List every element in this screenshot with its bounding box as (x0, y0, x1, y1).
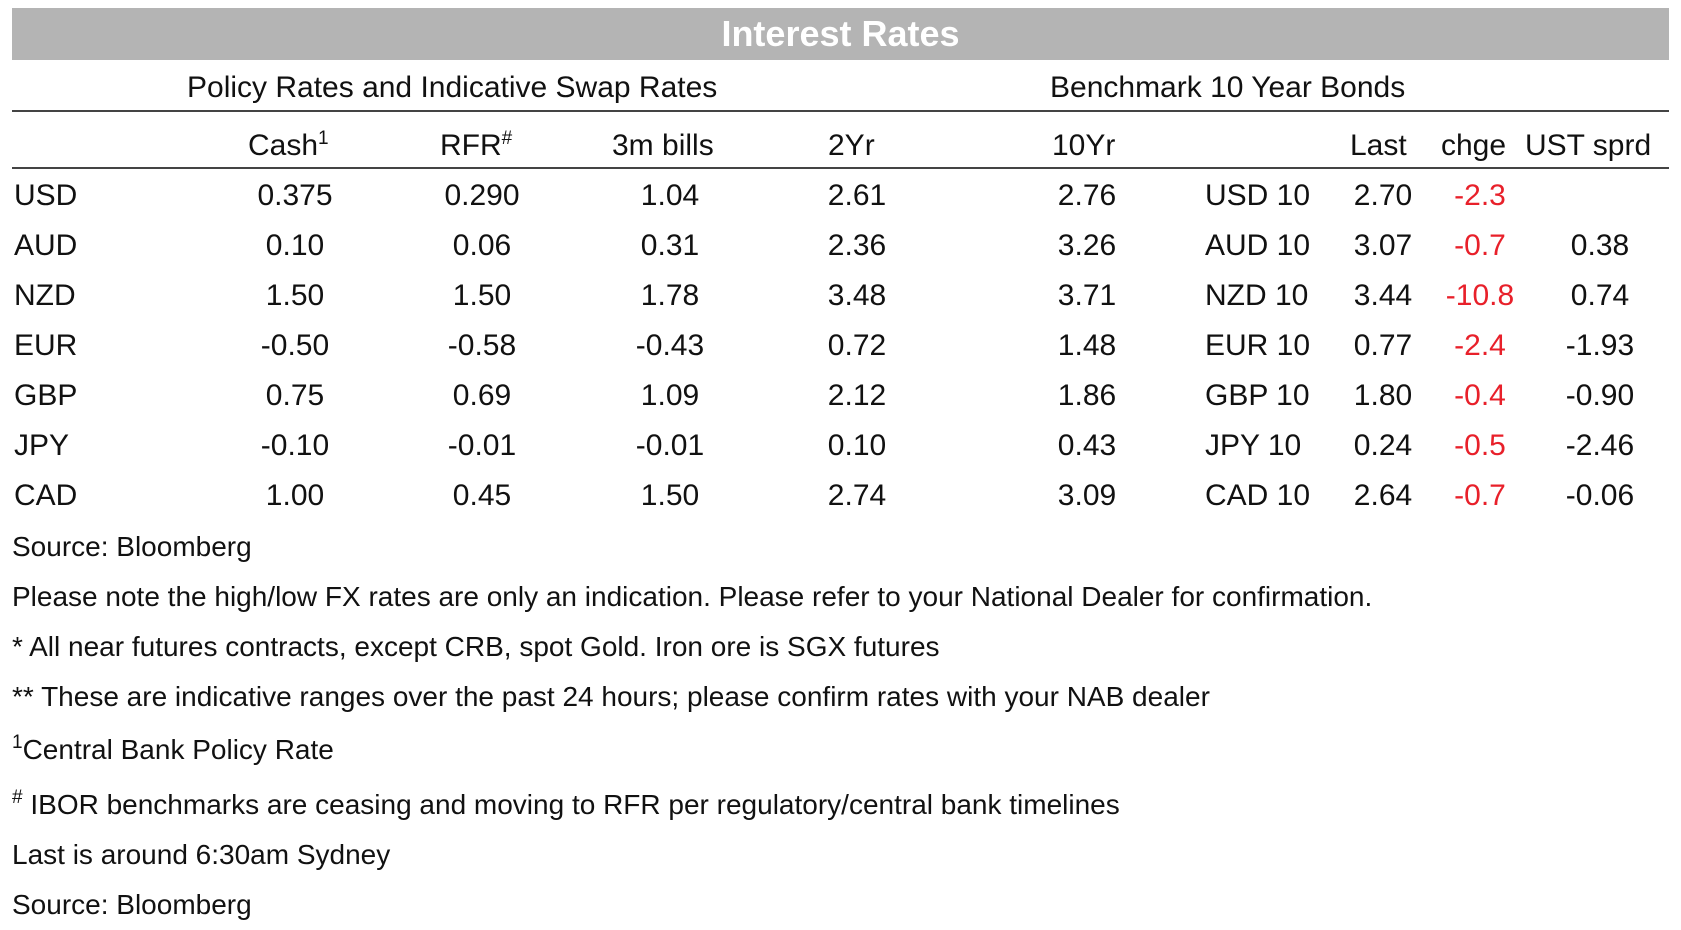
header-2yr: 2Yr (828, 129, 875, 162)
rfr-cell: 0.45 (452, 479, 512, 512)
bond-name-cell: NZD 10 (1205, 279, 1309, 312)
bond-name-cell: USD 10 (1205, 179, 1311, 212)
bond-last-cell: 1.80 (1353, 379, 1413, 412)
note-last-time: Last is around 6:30am Sydney (12, 839, 391, 870)
bond-last-cell: 3.07 (1353, 229, 1413, 262)
note-ranges: ** These are indicative ranges over the … (12, 681, 1210, 712)
header-divider (12, 167, 1669, 169)
note-ibor-text: IBOR benchmarks are ceasing and moving t… (22, 789, 1120, 820)
cash-cell: 0.10 (265, 229, 325, 262)
rfr-cell: 0.06 (452, 229, 512, 262)
ten-year-cell: 1.86 (1057, 379, 1117, 412)
bond-change-cell: -0.5 (1454, 429, 1506, 462)
note-source-2: Source: Bloomberg (12, 889, 252, 920)
ust-spread-cell: 0.38 (1570, 229, 1630, 262)
bond-change-cell: -0.7 (1454, 229, 1506, 262)
rfr-cell: 0.69 (452, 379, 512, 412)
bond-change-cell: -0.7 (1454, 479, 1506, 512)
bond-name-cell: GBP 10 (1205, 379, 1310, 412)
note-futures: * All near futures contracts, except CRB… (12, 631, 940, 662)
currency-cell: NZD (14, 279, 76, 312)
bond-last-cell: 2.70 (1353, 179, 1413, 212)
note-ibor-marker: # (12, 787, 23, 808)
ust-spread-cell: -0.90 (1565, 379, 1635, 412)
rfr-cell: -0.58 (447, 329, 517, 362)
two-year-cell: 2.12 (827, 379, 887, 412)
header-cash-footnote: 1 (318, 128, 329, 149)
ust-spread-cell: 0.74 (1570, 279, 1630, 312)
bills-cell: 1.04 (640, 179, 700, 212)
ten-year-cell: 3.26 (1057, 229, 1117, 262)
bond-name-cell: AUD 10 (1205, 229, 1311, 262)
bond-name-cell: JPY 10 (1205, 429, 1302, 462)
bills-cell: -0.43 (635, 329, 705, 362)
note-fx-indication: Please note the high/low FX rates are on… (12, 581, 1373, 612)
header-rfr-label: RFR (440, 129, 502, 162)
header-ust-sprd: UST sprd (1525, 129, 1652, 162)
bond-name-cell: EUR 10 (1205, 329, 1311, 362)
cash-cell: 1.00 (265, 479, 325, 512)
ten-year-cell: 3.71 (1057, 279, 1117, 312)
bond-change-cell: -10.8 (1445, 279, 1515, 312)
cash-cell: 1.50 (265, 279, 325, 312)
header-rfr: RFR# (440, 129, 512, 163)
bills-cell: -0.01 (635, 429, 705, 462)
currency-cell: JPY (14, 429, 70, 462)
ten-year-cell: 3.09 (1057, 479, 1117, 512)
two-year-cell: 0.10 (827, 429, 887, 462)
section-divider (12, 110, 1669, 112)
currency-cell: AUD (14, 229, 78, 262)
section-policy-rates: Policy Rates and Indicative Swap Rates (187, 71, 718, 104)
ust-spread-cell: -2.46 (1565, 429, 1635, 462)
page-title: Interest Rates (721, 13, 960, 54)
note-central-bank: 1Central Bank Policy Rate (12, 733, 334, 767)
bond-name-cell: CAD 10 (1205, 479, 1311, 512)
title-bar: Interest Rates (12, 8, 1669, 60)
bond-change-cell: -0.4 (1454, 379, 1506, 412)
bills-cell: 1.09 (640, 379, 700, 412)
currency-cell: EUR (14, 329, 78, 362)
two-year-cell: 3.48 (827, 279, 887, 312)
bills-cell: 0.31 (640, 229, 700, 262)
header-cash-label: Cash (248, 129, 319, 162)
cash-cell: -0.10 (260, 429, 330, 462)
bond-change-cell: -2.4 (1454, 329, 1506, 362)
note-central-bank-text: Central Bank Policy Rate (22, 734, 334, 765)
currency-cell: USD (14, 179, 78, 212)
cash-cell: 0.375 (257, 179, 333, 212)
ten-year-cell: 1.48 (1057, 329, 1117, 362)
rfr-cell: 0.290 (444, 179, 520, 212)
two-year-cell: 0.72 (827, 329, 887, 362)
ust-spread-cell: -0.06 (1565, 479, 1635, 512)
header-10yr: 10Yr (1052, 129, 1116, 162)
header-last: Last (1350, 129, 1407, 162)
note-central-bank-marker: 1 (12, 732, 23, 753)
header-cash: Cash1 (248, 129, 329, 163)
ust-spread-cell: -1.93 (1565, 329, 1635, 362)
header-3m-bills: 3m bills (612, 129, 714, 162)
bond-last-cell: 2.64 (1353, 479, 1413, 512)
currency-cell: CAD (14, 479, 78, 512)
rfr-cell: 1.50 (452, 279, 512, 312)
cash-cell: -0.50 (260, 329, 330, 362)
two-year-cell: 2.61 (827, 179, 887, 212)
cash-cell: 0.75 (265, 379, 325, 412)
bond-last-cell: 0.77 (1353, 329, 1413, 362)
note-ibor: # IBOR benchmarks are ceasing and moving… (12, 788, 1120, 822)
section-benchmark-bonds: Benchmark 10 Year Bonds (1050, 71, 1406, 104)
ten-year-cell: 0.43 (1057, 429, 1117, 462)
header-rfr-footnote: # (501, 128, 513, 149)
ten-year-cell: 2.76 (1057, 179, 1117, 212)
bond-last-cell: 3.44 (1353, 279, 1413, 312)
note-source-1: Source: Bloomberg (12, 531, 252, 562)
bond-change-cell: -2.3 (1454, 179, 1506, 212)
currency-cell: GBP (14, 379, 78, 412)
bills-cell: 1.50 (640, 479, 700, 512)
rfr-cell: -0.01 (447, 429, 517, 462)
header-chge: chge (1441, 129, 1507, 162)
two-year-cell: 2.74 (827, 479, 887, 512)
bills-cell: 1.78 (640, 279, 700, 312)
two-year-cell: 2.36 (827, 229, 887, 262)
bond-last-cell: 0.24 (1353, 429, 1413, 462)
